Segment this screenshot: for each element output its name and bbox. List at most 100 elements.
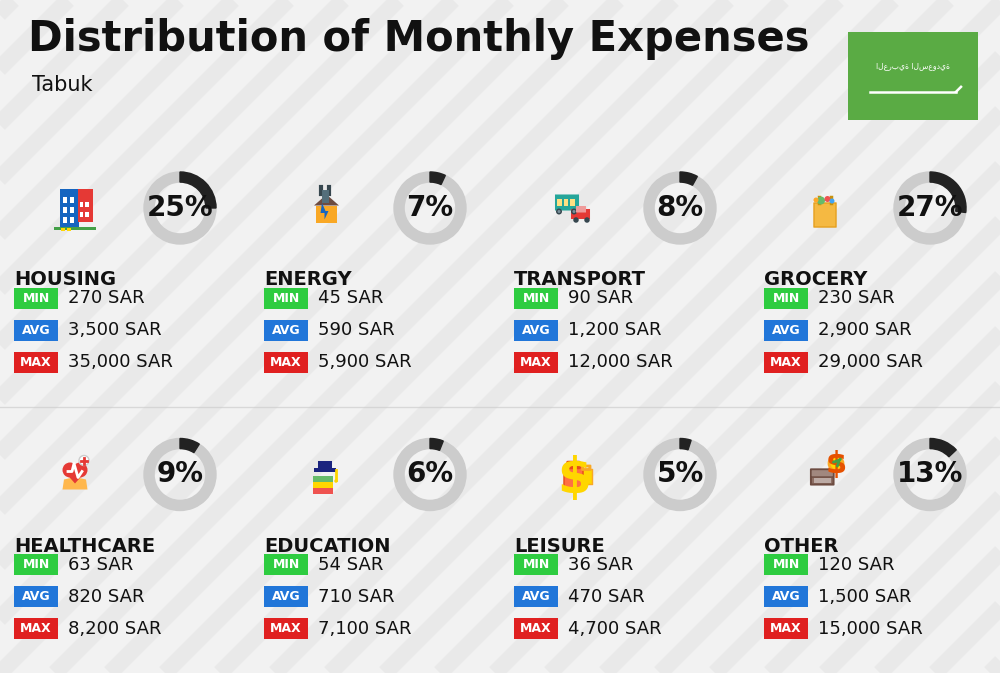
- FancyBboxPatch shape: [312, 482, 332, 487]
- Text: TRANSPORT: TRANSPORT: [514, 270, 646, 289]
- Text: 45 SAR: 45 SAR: [318, 289, 383, 307]
- Text: 230 SAR: 230 SAR: [818, 289, 895, 307]
- FancyBboxPatch shape: [14, 351, 58, 372]
- Text: AVG: AVG: [522, 324, 550, 336]
- FancyBboxPatch shape: [78, 189, 92, 221]
- FancyBboxPatch shape: [514, 351, 558, 372]
- Text: 820 SAR: 820 SAR: [68, 588, 144, 606]
- FancyBboxPatch shape: [14, 320, 58, 341]
- Polygon shape: [314, 194, 339, 205]
- Text: 27%: 27%: [897, 194, 963, 222]
- Text: 120 SAR: 120 SAR: [818, 555, 895, 573]
- Text: MIN: MIN: [272, 291, 300, 304]
- Circle shape: [824, 196, 830, 202]
- Text: EDUCATION: EDUCATION: [264, 536, 390, 555]
- FancyBboxPatch shape: [564, 199, 568, 205]
- Text: 590 SAR: 590 SAR: [318, 321, 395, 339]
- FancyBboxPatch shape: [576, 206, 586, 213]
- FancyBboxPatch shape: [14, 618, 58, 639]
- Text: Tabuk: Tabuk: [32, 75, 92, 95]
- Text: MAX: MAX: [270, 355, 302, 369]
- Wedge shape: [680, 439, 691, 450]
- Text: 29,000 SAR: 29,000 SAR: [818, 353, 923, 371]
- Wedge shape: [930, 439, 956, 457]
- Text: 25%: 25%: [147, 194, 213, 222]
- FancyBboxPatch shape: [514, 618, 558, 639]
- Circle shape: [814, 197, 818, 203]
- Text: MIN: MIN: [22, 558, 50, 571]
- Text: AVG: AVG: [272, 590, 300, 603]
- Circle shape: [72, 462, 88, 478]
- Text: OTHER: OTHER: [764, 536, 838, 555]
- Wedge shape: [144, 172, 216, 244]
- FancyBboxPatch shape: [264, 618, 308, 639]
- Circle shape: [829, 456, 843, 470]
- Text: 5,900 SAR: 5,900 SAR: [318, 353, 412, 371]
- Text: $: $: [557, 454, 591, 503]
- FancyBboxPatch shape: [557, 199, 562, 205]
- FancyBboxPatch shape: [764, 618, 808, 639]
- FancyBboxPatch shape: [85, 201, 88, 207]
- FancyBboxPatch shape: [571, 209, 590, 219]
- FancyBboxPatch shape: [61, 228, 65, 231]
- Text: 15,000 SAR: 15,000 SAR: [818, 620, 923, 637]
- FancyBboxPatch shape: [67, 228, 71, 231]
- FancyBboxPatch shape: [514, 554, 558, 575]
- FancyBboxPatch shape: [811, 470, 834, 485]
- Circle shape: [573, 217, 579, 223]
- FancyBboxPatch shape: [14, 287, 58, 308]
- Text: MAX: MAX: [520, 355, 552, 369]
- Text: MIN: MIN: [772, 558, 800, 571]
- Circle shape: [817, 197, 825, 205]
- FancyBboxPatch shape: [814, 478, 831, 483]
- Text: MAX: MAX: [20, 355, 52, 369]
- Text: 3,500 SAR: 3,500 SAR: [68, 321, 162, 339]
- Text: AVG: AVG: [272, 324, 300, 336]
- Text: 6%: 6%: [406, 460, 454, 489]
- FancyBboxPatch shape: [14, 554, 58, 575]
- Text: 8%: 8%: [656, 194, 704, 222]
- Text: 8,200 SAR: 8,200 SAR: [68, 620, 162, 637]
- FancyBboxPatch shape: [811, 470, 834, 477]
- Text: MIN: MIN: [522, 558, 550, 571]
- Circle shape: [558, 210, 560, 213]
- Text: 5%: 5%: [656, 460, 704, 489]
- FancyBboxPatch shape: [764, 554, 808, 575]
- FancyBboxPatch shape: [14, 586, 58, 607]
- Text: 7,100 SAR: 7,100 SAR: [318, 620, 412, 637]
- Text: LEISURE: LEISURE: [514, 536, 605, 555]
- Text: 1,200 SAR: 1,200 SAR: [568, 321, 662, 339]
- Circle shape: [584, 217, 590, 223]
- Wedge shape: [894, 172, 966, 244]
- Text: العربية السعودية: العربية السعودية: [876, 61, 950, 70]
- Wedge shape: [894, 439, 966, 511]
- Circle shape: [556, 209, 562, 215]
- FancyBboxPatch shape: [80, 201, 83, 207]
- Text: MIN: MIN: [772, 291, 800, 304]
- Text: MAX: MAX: [20, 622, 52, 635]
- Wedge shape: [394, 172, 466, 244]
- FancyBboxPatch shape: [764, 351, 808, 372]
- Text: MAX: MAX: [270, 622, 302, 635]
- FancyBboxPatch shape: [764, 287, 808, 308]
- Text: $: $: [825, 450, 847, 479]
- Wedge shape: [680, 172, 697, 185]
- FancyBboxPatch shape: [54, 227, 96, 230]
- FancyBboxPatch shape: [62, 197, 66, 203]
- Text: 63 SAR: 63 SAR: [68, 555, 133, 573]
- Wedge shape: [430, 439, 443, 450]
- FancyBboxPatch shape: [70, 217, 74, 223]
- Wedge shape: [930, 172, 966, 213]
- FancyBboxPatch shape: [764, 320, 808, 341]
- FancyBboxPatch shape: [318, 461, 332, 468]
- FancyBboxPatch shape: [62, 207, 66, 213]
- FancyBboxPatch shape: [514, 586, 558, 607]
- Text: 36 SAR: 36 SAR: [568, 555, 633, 573]
- Wedge shape: [430, 172, 445, 184]
- FancyBboxPatch shape: [264, 554, 308, 575]
- FancyBboxPatch shape: [264, 287, 308, 308]
- FancyBboxPatch shape: [514, 320, 558, 341]
- Text: MIN: MIN: [522, 291, 550, 304]
- Circle shape: [334, 479, 338, 483]
- Text: 270 SAR: 270 SAR: [68, 289, 145, 307]
